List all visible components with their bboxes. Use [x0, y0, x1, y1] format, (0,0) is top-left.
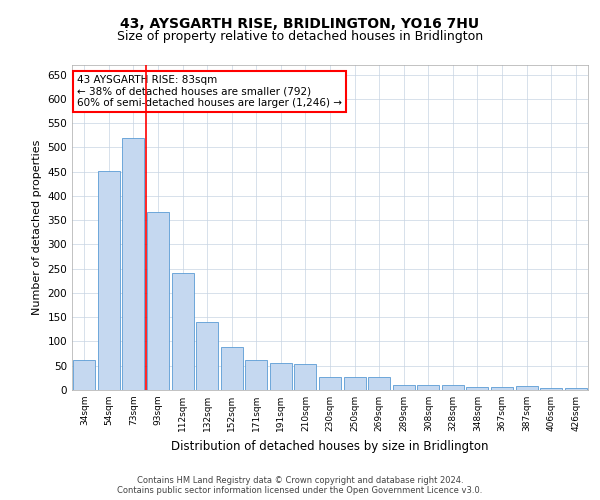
Bar [245, 360, 268, 390]
Bar [540, 388, 562, 390]
Bar [221, 348, 243, 390]
Bar [515, 386, 538, 390]
Bar [344, 378, 365, 390]
Y-axis label: Number of detached properties: Number of detached properties [32, 140, 42, 315]
Bar [466, 387, 488, 390]
Bar [196, 322, 218, 390]
Bar [368, 378, 390, 390]
Text: Size of property relative to detached houses in Bridlington: Size of property relative to detached ho… [117, 30, 483, 43]
Bar [491, 387, 513, 390]
Text: Contains HM Land Registry data © Crown copyright and database right 2024.
Contai: Contains HM Land Registry data © Crown c… [118, 476, 482, 495]
Bar [147, 212, 169, 390]
Bar [319, 378, 341, 390]
Bar [295, 364, 316, 390]
Bar [417, 384, 439, 390]
Bar [392, 384, 415, 390]
Bar [73, 360, 95, 390]
Bar [442, 384, 464, 390]
X-axis label: Distribution of detached houses by size in Bridlington: Distribution of detached houses by size … [171, 440, 489, 452]
Bar [122, 138, 145, 390]
Bar [270, 364, 292, 390]
Text: 43, AYSGARTH RISE, BRIDLINGTON, YO16 7HU: 43, AYSGARTH RISE, BRIDLINGTON, YO16 7HU [121, 18, 479, 32]
Bar [172, 272, 194, 390]
Bar [565, 388, 587, 390]
Text: 43 AYSGARTH RISE: 83sqm
← 38% of detached houses are smaller (792)
60% of semi-d: 43 AYSGARTH RISE: 83sqm ← 38% of detache… [77, 74, 342, 108]
Bar [98, 170, 120, 390]
